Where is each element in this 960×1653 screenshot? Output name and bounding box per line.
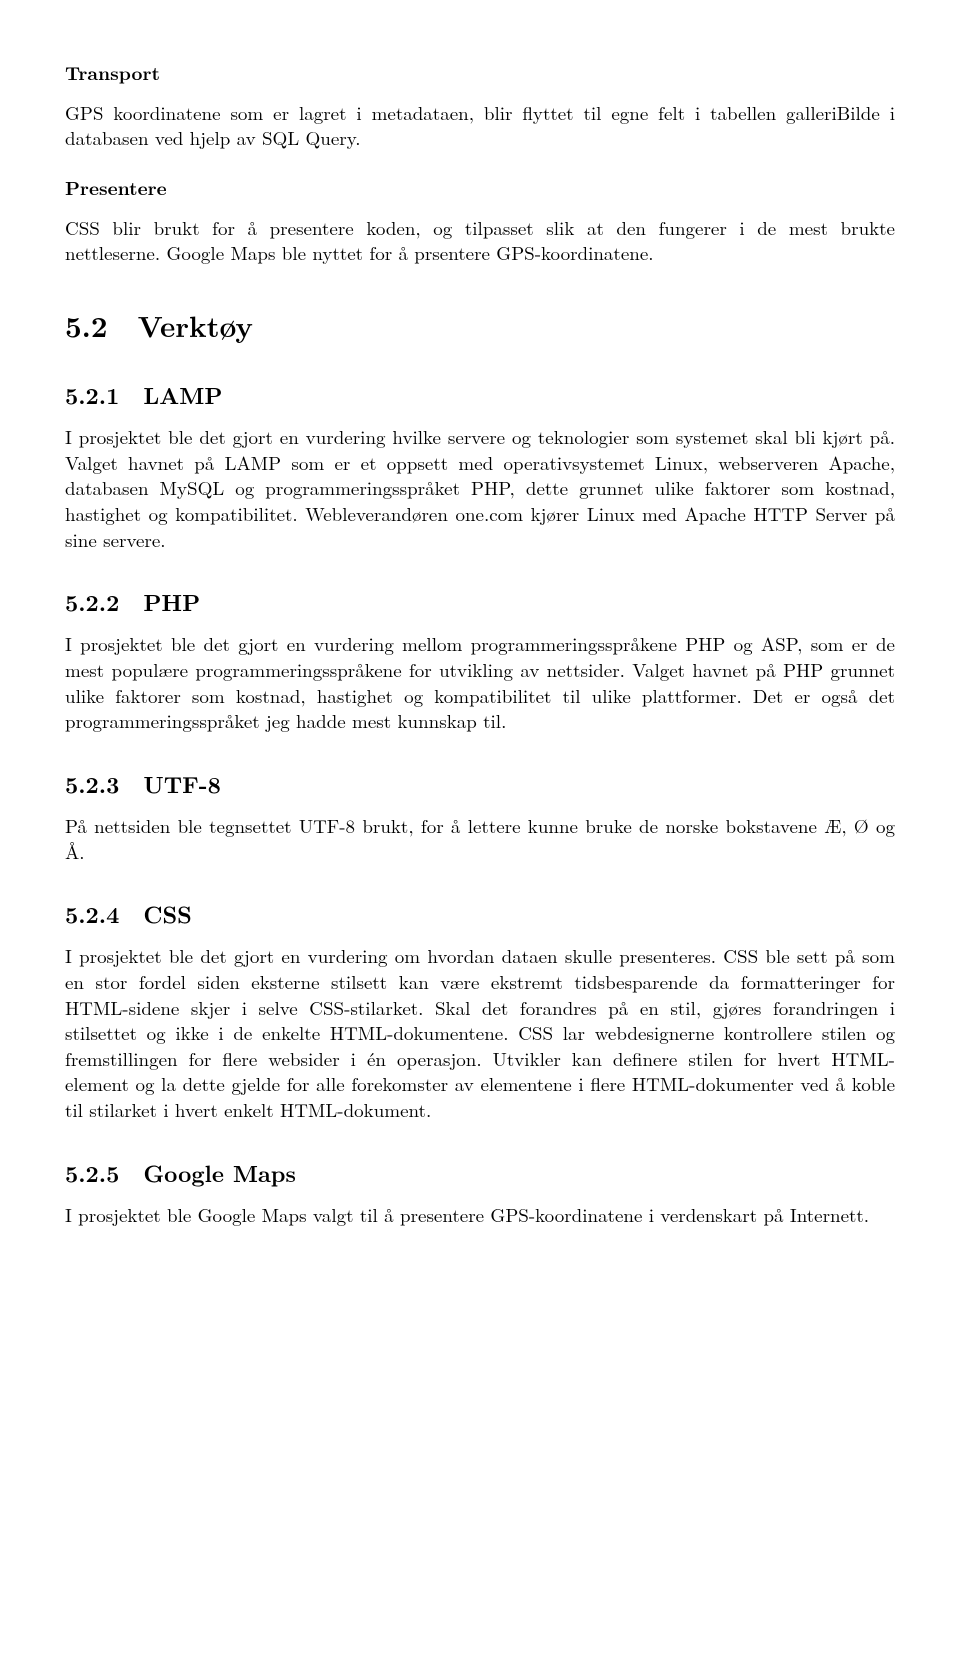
subsection-5-2-3-body: På nettsiden ble tegnsettet UTF-8 brukt,… [65,813,895,864]
section-5-2-title: Verktøy [138,304,253,346]
subsection-5-2-1-title: LAMP [143,378,222,411]
subsection-5-2-4-title: CSS [143,897,192,930]
subsection-5-2-4-num: 5.2.4 [65,898,119,929]
subsection-5-2-4: 5.2.4 CSS [65,898,895,929]
presentere-body: CSS blir brukt for å presentere koden, o… [65,215,895,266]
subsection-5-2-1: 5.2.1 LAMP [65,379,895,410]
subsection-5-2-3-title: UTF-8 [143,767,220,800]
subsection-5-2-2-title: PHP [143,585,200,618]
transport-heading: Transport [65,60,895,86]
subsection-5-2-2-num: 5.2.2 [65,586,119,617]
subsection-5-2-5: 5.2.5 Google Maps [65,1157,895,1188]
subsection-5-2-4-body: I prosjektet ble det gjort en vurdering … [65,943,895,1122]
subsection-5-2-2-body: I prosjektet ble det gjort en vurdering … [65,631,895,734]
subsection-5-2-5-title: Google Maps [143,1156,296,1189]
subsection-5-2-3: 5.2.3 UTF-8 [65,768,895,799]
subsection-5-2-1-num: 5.2.1 [65,379,119,410]
presentere-heading: Presentere [65,175,895,201]
subsection-5-2-3-num: 5.2.3 [65,768,119,799]
subsection-5-2-2: 5.2.2 PHP [65,586,895,617]
section-5-2-num: 5.2 [65,306,108,345]
subsection-5-2-5-body: I prosjektet ble Google Maps valgt til å… [65,1202,895,1228]
subsection-5-2-1-body: I prosjektet ble det gjort en vurdering … [65,424,895,552]
transport-body: GPS koordinatene som er lagret i metadat… [65,100,895,151]
section-5-2: 5.2 Verktøy [65,306,895,345]
subsection-5-2-5-num: 5.2.5 [65,1157,119,1188]
